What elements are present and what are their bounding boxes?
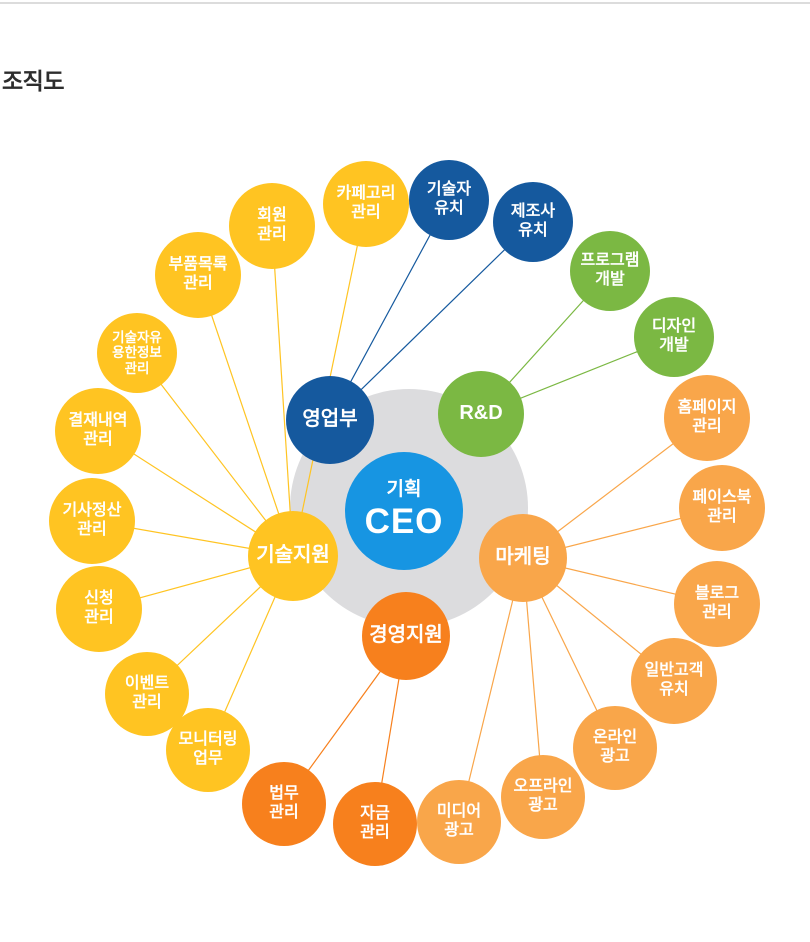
node-label: 부품목록 관리	[168, 256, 228, 292]
page-title: 조직도	[2, 68, 64, 94]
connector-media-advertising	[458, 557, 524, 823]
node-member-management: 회원 관리	[229, 183, 315, 269]
node-label: 디자인 개발	[651, 318, 697, 354]
top-divider	[0, 2, 810, 4]
node-label: 법무 관리	[269, 785, 299, 821]
node-application-management: 신청 관리	[56, 566, 142, 652]
node-payment-history-management: 결재내역 관리	[55, 388, 141, 474]
ceo-main-label: CEO	[364, 502, 444, 542]
node-label: 기술자유 용한정보 관리	[112, 329, 162, 376]
ceo-sub-label: 기획	[386, 479, 422, 501]
node-label: 기획 CEO	[364, 479, 444, 542]
node-label: 일반고객 유치	[644, 662, 704, 698]
node-offline-advertising: 오프라인 광고	[501, 755, 585, 839]
node-manufacturer-acquisition: 제조사 유치	[493, 182, 573, 262]
node-label: 프로그램 개발	[580, 252, 640, 288]
node-label: 경영지원	[369, 624, 443, 647]
node-label: 미디어 광고	[436, 803, 482, 839]
node-sales-dept: 영업부	[286, 376, 374, 464]
node-label: 이벤트 관리	[124, 675, 170, 711]
node-legal-management: 법무 관리	[242, 762, 326, 846]
node-label: 카페고리 관리	[336, 185, 396, 221]
node-management-support-dept: 경영지원	[362, 592, 450, 680]
node-label: 기술자 유치	[426, 181, 472, 217]
node-label: 페이스북 관리	[692, 489, 752, 525]
node-rnd-dept: R&D	[438, 371, 524, 457]
node-label: 영업부	[302, 408, 358, 431]
node-media-advertising: 미디어 광고	[417, 780, 501, 864]
node-label: 모니터링 업무	[178, 731, 238, 767]
connector-manufacturer-acquisition	[329, 221, 534, 421]
node-label: 회원 관리	[257, 207, 287, 243]
node-general-customer-acquisition: 일반고객 유치	[631, 638, 717, 724]
node-tech-support-dept: 기술지원	[248, 511, 338, 601]
node-program-development: 프로그램 개발	[570, 231, 650, 311]
node-label: 신청 관리	[84, 590, 114, 626]
node-technician-acquisition: 기술자 유치	[409, 160, 489, 240]
node-event-management: 이벤트 관리	[105, 652, 189, 736]
node-label: 오프라인 광고	[513, 778, 573, 814]
connector-member-management	[271, 225, 294, 557]
node-label: 자금 관리	[360, 805, 390, 841]
node-funds-management: 자금 관리	[333, 782, 417, 866]
connector-parts-list-management	[197, 274, 294, 557]
node-facebook-management: 페이스북 관리	[679, 465, 765, 551]
node-parts-list-management: 부품목록 관리	[155, 232, 241, 318]
node-label: 온라인 광고	[592, 729, 638, 765]
node-ceo: 기획 CEO	[345, 452, 463, 570]
node-label: R&D	[459, 402, 503, 425]
node-marketing-dept: 마케팅	[479, 514, 567, 602]
node-category-management: 카페고리 관리	[323, 161, 409, 247]
node-label: 마케팅	[495, 546, 551, 569]
node-design-development: 디자인 개발	[634, 297, 714, 377]
node-blog-management: 블로그 관리	[674, 561, 760, 647]
node-label: 제조사 유치	[510, 203, 556, 239]
node-label: 기사정산 관리	[62, 502, 122, 538]
node-technician-info-management: 기술자유 용한정보 관리	[97, 313, 177, 393]
node-homepage-management: 홈페이지 관리	[664, 375, 750, 461]
node-online-advertising: 온라인 광고	[573, 706, 657, 790]
node-monitoring-work: 모니터링 업무	[166, 708, 250, 792]
node-label: 홈페이지 관리	[677, 399, 737, 435]
node-driver-settlement-management: 기사정산 관리	[49, 478, 135, 564]
node-label: 기술지원	[256, 544, 330, 567]
node-label: 블로그 관리	[694, 585, 740, 621]
node-label: 결재내역 관리	[68, 412, 128, 448]
